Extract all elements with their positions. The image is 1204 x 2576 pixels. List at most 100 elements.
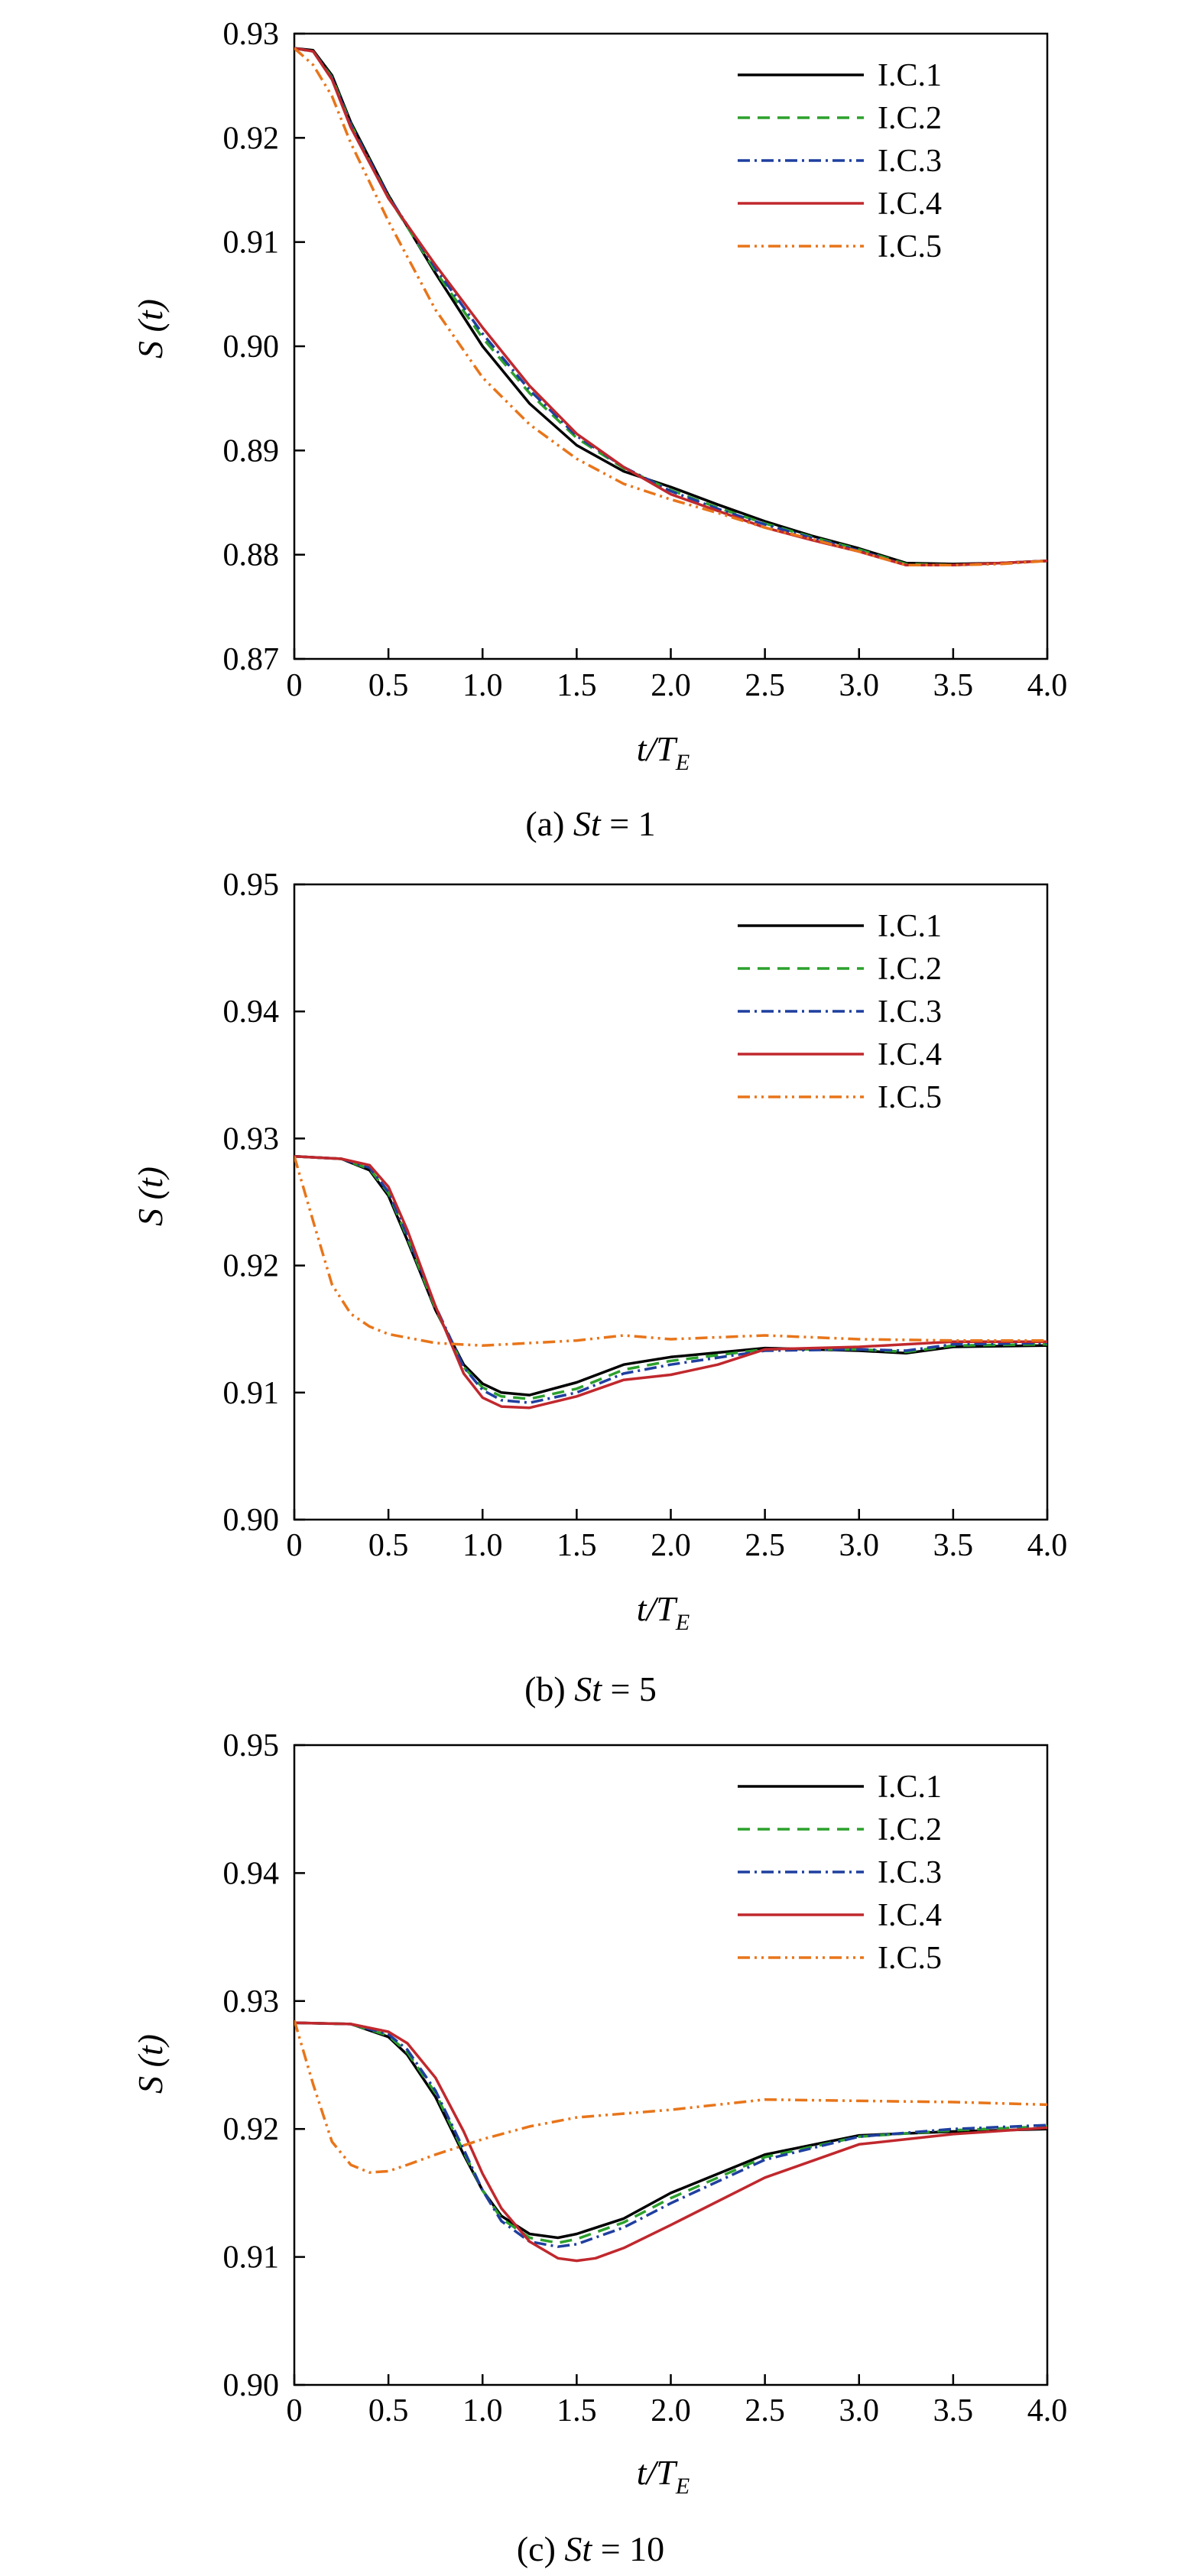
x-tick-label: 1.0 (462, 2393, 503, 2428)
legend-label-ic2: I.C.2 (878, 1812, 942, 1848)
x-axis-label-main: t/T (637, 729, 679, 768)
y-axis-label: S (t) (131, 2034, 170, 2094)
legend: I.C.1 I.C.2 I.C.3 I.C.4 I.C.5 (738, 1770, 942, 1976)
chart-panel-1: 0 0.5 1.0 1.5 2.0 2.5 3.0 3.5 4.0 0.87 0.88 0.89 0.9… (131, 17, 1067, 843)
y-tick-label: 0.94 (223, 994, 280, 1030)
legend-label-ic1: I.C.1 (878, 909, 942, 944)
series-line-ic3 (294, 1154, 1047, 1404)
legend-label-ic3: I.C.3 (878, 994, 942, 1030)
caption-value: = 10 (592, 2529, 664, 2568)
legend-label-ic2: I.C.2 (878, 952, 942, 987)
series-line-ic4 (294, 1154, 1047, 1410)
x-tick-label: 3.0 (839, 668, 880, 703)
y-tick-label: 0.90 (223, 1503, 280, 1538)
y-tick-label: 0.89 (223, 433, 280, 469)
series-line-ic4 (294, 2021, 1047, 2263)
x-tick-label: 4.0 (1027, 2393, 1068, 2428)
series-line-ic2 (294, 1154, 1047, 1400)
y-tick-label: 0.93 (223, 17, 280, 52)
x-tick-label: 0.5 (368, 1528, 409, 1563)
x-tick-label: 2.5 (745, 2393, 785, 2428)
series-line-ic5 (294, 2020, 1047, 2174)
y-tick-label: 0.92 (223, 121, 280, 156)
series-line-ic2 (294, 2021, 1047, 2244)
y-tick-label: 0.95 (223, 868, 280, 903)
x-tick-label: 3.5 (933, 2393, 974, 2428)
x-tick-label: 0.5 (368, 2393, 409, 2428)
y-tick-label: 0.88 (223, 538, 280, 573)
y-tick-label: 0.91 (223, 1376, 280, 1411)
legend-label-ic5: I.C.5 (878, 1941, 942, 1976)
caption-variable: St (564, 2529, 592, 2568)
x-tick-label: 2.0 (651, 668, 691, 703)
caption-variable: St (574, 1669, 602, 1708)
caption-variable: St (573, 804, 602, 843)
legend-label-ic3: I.C.3 (878, 144, 942, 179)
x-tick-label: 0 (287, 668, 303, 703)
x-axis-label-main: t/T (637, 1589, 679, 1628)
x-tick-label: 1.5 (557, 2393, 597, 2428)
x-tick-label: 0 (287, 1528, 303, 1563)
legend-label-ic5: I.C.5 (878, 1080, 942, 1115)
legend: I.C.1 I.C.2 I.C.3 I.C.4 I.C.5 (738, 909, 942, 1115)
x-tick-label: 3.5 (933, 1528, 974, 1563)
legend-label-ic4: I.C.4 (878, 1898, 942, 1933)
x-tick-label: 2.5 (745, 1528, 785, 1563)
x-tick-label: 3.0 (839, 1528, 880, 1563)
legend-label-ic1: I.C.1 (878, 58, 942, 93)
caption-prefix: (b) (524, 1669, 574, 1708)
chart-panel-2: 0 0.5 1.0 1.5 2.0 2.5 3.0 3.5 4.0 0.90 0.91 0.92 0.9… (131, 868, 1067, 1708)
x-tick-label: 2.0 (651, 2393, 691, 2428)
panel-caption: (b) St = 5 (524, 1669, 657, 1708)
x-tick-label: 2.5 (745, 668, 785, 703)
series-line-ic1 (294, 2021, 1047, 2240)
y-tick-label: 0.93 (223, 1984, 280, 2020)
x-tick-label: 1.0 (462, 668, 503, 703)
legend-label-ic5: I.C.5 (878, 229, 942, 264)
y-tick-label: 0.90 (223, 329, 280, 365)
panel-caption: (c) St = 10 (517, 2529, 664, 2568)
y-axis-label: S (t) (131, 299, 170, 358)
y-tick-label: 0.91 (223, 225, 280, 261)
x-axis-label-subscript: E (675, 750, 690, 775)
x-tick-label: 3.0 (839, 2393, 880, 2428)
series-line-ic1 (294, 1154, 1047, 1397)
series-line-ic4 (294, 47, 1047, 567)
legend-label-ic2: I.C.2 (878, 101, 942, 136)
x-axis-label: t/TE (637, 729, 690, 775)
panel-caption: (a) St = 1 (525, 804, 655, 843)
y-axis-label: S (t) (131, 1166, 170, 1226)
legend-label-ic3: I.C.3 (878, 1855, 942, 1890)
x-tick-label: 1.0 (462, 1528, 503, 1563)
y-tick-label: 0.92 (223, 1249, 280, 1284)
x-axis-label-main: t/T (637, 2453, 679, 2492)
y-tick-label: 0.91 (223, 2240, 280, 2276)
series-line-ic5 (294, 1156, 1047, 1348)
legend: I.C.1 I.C.2 I.C.3 I.C.4 I.C.5 (738, 58, 942, 264)
y-tick-label: 0.90 (223, 2368, 280, 2403)
caption-value: = 1 (601, 804, 656, 843)
chart-panel-3: 0 0.5 1.0 1.5 2.0 2.5 3.0 3.5 4.0 0.90 0.91 0.92 0.9… (131, 1728, 1067, 2568)
legend-label-ic4: I.C.4 (878, 187, 942, 222)
x-tick-label: 2.0 (651, 1528, 691, 1563)
x-axis-label-subscript: E (675, 2474, 690, 2499)
caption-value: = 5 (602, 1669, 657, 1708)
y-tick-label: 0.94 (223, 1856, 280, 1891)
x-tick-label: 1.5 (557, 1528, 597, 1563)
caption-prefix: (a) (525, 804, 573, 843)
x-tick-label: 1.5 (557, 668, 597, 703)
y-tick-label: 0.87 (223, 642, 280, 677)
x-axis-label: t/TE (637, 2453, 690, 2499)
x-tick-label: 0.5 (368, 668, 409, 703)
y-tick-label: 0.92 (223, 2112, 280, 2147)
x-tick-label: 4.0 (1027, 668, 1068, 703)
y-tick-label: 0.95 (223, 1728, 280, 1763)
legend-label-ic4: I.C.4 (878, 1037, 942, 1072)
x-tick-label: 3.5 (933, 668, 974, 703)
x-tick-label: 0 (287, 2393, 303, 2428)
series-line-ic5 (294, 47, 1047, 567)
caption-prefix: (c) (517, 2529, 565, 2568)
y-tick-label: 0.93 (223, 1121, 280, 1157)
x-axis-label: t/TE (637, 1589, 690, 1635)
